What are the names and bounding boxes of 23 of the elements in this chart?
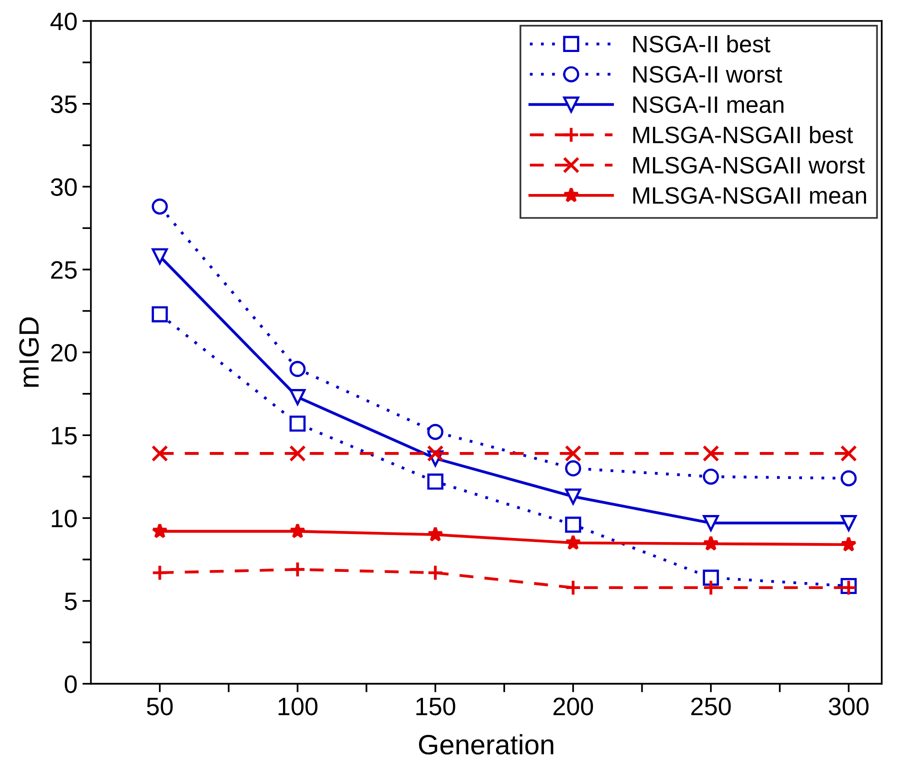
legend-label: MLSGA-NSGAII worst — [633, 156, 865, 174]
legend-label: MLSGA-NSGAII best — [633, 126, 853, 144]
x-tick-label: 300 — [828, 698, 869, 716]
x-tick-label: 200 — [554, 698, 593, 716]
x-tick-label: 250 — [691, 698, 731, 716]
y-tick-label: 5 — [64, 592, 77, 610]
y-tick-label: 40 — [50, 12, 77, 30]
x-axis-title: Generation — [419, 734, 554, 755]
legend-label: MLSGA-NSGAII mean — [633, 187, 866, 204]
y-tick-label: 10 — [52, 510, 77, 528]
legend-label: NSGA-II best — [633, 35, 770, 52]
legend-label: NSGA-II worst — [633, 66, 782, 83]
y-tick-label: 35 — [50, 95, 77, 114]
x-tick-label: 100 — [278, 698, 318, 716]
y-tick-label: 20 — [51, 344, 77, 362]
legend-label: NSGA-II mean — [633, 96, 784, 114]
y-tick-label: 30 — [50, 178, 77, 196]
y-tick-label: 0 — [64, 675, 77, 694]
y-tick-label: 15 — [52, 427, 77, 445]
y-axis-title: mIGD — [19, 317, 39, 387]
x-tick-label: 50 — [146, 698, 173, 716]
y-tick-label: 25 — [51, 261, 77, 279]
x-tick-label: 150 — [416, 698, 456, 716]
